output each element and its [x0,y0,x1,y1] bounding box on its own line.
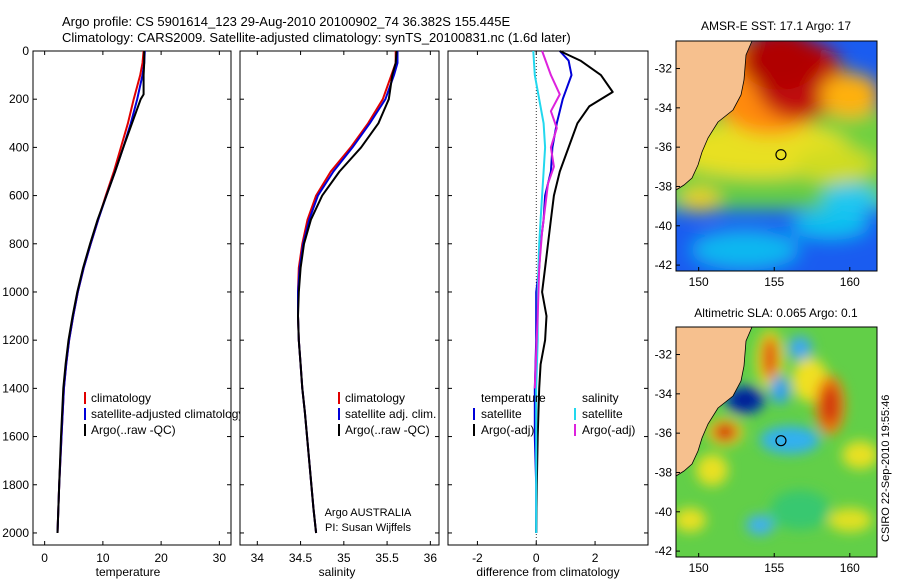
y-tick-label: 400 [9,140,29,154]
map-x-tick-label: 160 [840,275,860,289]
series-line-salinity-argo-adj- [533,50,561,389]
temperature-panel: 0 10 20 30 0 200 400 600 800 1000 1200 1400 1600 180… [2,44,244,579]
difference-panel: -2 0 2 difference from climatology tempera… [447,50,649,579]
y-tick-label: 200 [9,92,29,106]
salinity-profiles [297,50,399,534]
legend-label-argo: Argo(..raw -QC) [91,423,176,437]
sst-map: 150 155 160 -32 -34 -36 -38 -40 -42 [655,40,878,289]
y-tick-label: 1200 [2,333,29,347]
argo-position-marker [775,435,787,447]
argo-position-marker [775,149,787,161]
difference-y-ticks [448,50,648,534]
legend-label-temp-satellite: satellite [481,407,522,421]
legend-heading-salinity: salinity [582,391,619,405]
legend-label-climatology: climatology [345,391,405,405]
map-y-tick-label: -32 [655,348,673,362]
y-tick-label: 0 [22,44,29,58]
figure-title-line2: Climatology: CARS2009. Satellite-adjuste… [62,30,571,45]
x-tick-label: 30 [213,551,227,565]
depth-y-ticks: 0 200 400 600 800 1000 1200 1400 1600 1800 2000 [2,44,231,540]
y-tick-label: 1400 [2,381,29,395]
series-line-argo-raw-qc- [56,51,146,534]
sla-map-frame [675,326,878,558]
difference-legend: temperature satellite Argo(-adj) salinit… [473,391,635,437]
x-tick-label: 20 [154,551,168,565]
series-line-temperature-argo-adj- [535,50,614,534]
y-tick-label: 1800 [2,478,29,492]
difference-axes-frame [447,50,649,546]
y-tick-label: 2000 [2,526,29,540]
legend-label-satellite: satellite-adjusted climatology [91,407,244,421]
map-y-tick-label: -38 [655,179,673,193]
sla-field [676,327,877,557]
map-y-tick-label: -36 [655,426,673,440]
x-tick-label: 0 [533,551,540,565]
difference-x-ticks: -2 0 2 [472,51,599,565]
map-y-tick-label: -32 [655,62,673,76]
salinity-axes-frame [239,50,440,546]
legend-heading-temperature: temperature [481,391,546,405]
map-y-tick-label: -40 [655,505,673,519]
map-y-tick-label: -38 [655,465,673,479]
sla-map: 150 155 160 -32 -34 -36 -38 -40 -42 [655,326,878,575]
sst-map-title: AMSR-E SST: 17.1 Argo: 17 [700,19,852,33]
map-x-tick-label: 150 [689,275,709,289]
salinity-x-ticks: 34 34.5 35 35.5 36 [251,51,438,565]
series-line-argo-raw-qc- [297,50,398,534]
map-y-tick-label: -40 [655,219,673,233]
map-y-tick-label: -34 [655,101,673,115]
map-y-tick-label: -42 [655,258,673,272]
legend-label-sal-argo: Argo(-adj) [582,423,635,437]
pi-annotation: PI: Susan Wijffels [325,522,411,534]
x-tick-label: 35 [337,551,351,565]
difference-profiles [532,50,614,534]
y-tick-label: 1000 [2,285,29,299]
map-x-tick-label: 150 [689,561,709,575]
map-y-tick-label: -36 [655,140,673,154]
salinity-legend: climatology satellite adj. clim. Argo(..… [338,391,436,437]
sla-map-ticks: 150 155 160 -32 -34 -36 -38 -40 -42 [655,348,860,575]
temperature-x-ticks: 0 10 20 30 [41,51,226,565]
x-tick-label: -2 [472,551,483,565]
series-line-salinity-satellite [532,50,547,533]
map-y-tick-label: -42 [655,544,673,558]
salinity-x-label: salinity [319,565,356,579]
temperature-profiles [56,50,146,534]
y-tick-label: 600 [9,189,29,203]
sst-field [676,41,877,271]
sla-map-title: Altimetric SLA: 0.065 Argo: 0.1 [694,306,858,320]
sst-land [676,41,753,191]
temperature-x-label: temperature [96,565,161,579]
sst-map-ticks: 150 155 160 -32 -34 -36 -38 -40 -42 [655,62,860,289]
map-y-tick-label: -34 [655,387,673,401]
sst-map-frame [675,40,878,272]
operator-annotation: Argo AUSTRALIA [325,507,412,519]
legend-label-climatology: climatology [91,391,151,405]
temperature-legend: climatology satellite-adjusted climatolo… [84,391,244,437]
difference-x-label: difference from climatology [476,565,619,579]
legend-label-temp-argo: Argo(-adj) [481,423,534,437]
temperature-axes-frame [32,50,232,546]
x-tick-label: 10 [96,551,110,565]
x-tick-label: 35.5 [375,551,399,565]
map-x-tick-label: 155 [764,561,784,575]
x-tick-label: 36 [424,551,438,565]
salinity-panel: 34 34.5 35 35.5 36 salinity climatology sate… [239,50,440,579]
map-x-tick-label: 160 [840,561,860,575]
sla-land [676,327,753,477]
x-tick-label: 0 [41,551,48,565]
y-tick-label: 1600 [2,430,29,444]
salinity-y-ticks [240,50,439,534]
x-tick-label: 34.5 [289,551,313,565]
y-tick-label: 800 [9,237,29,251]
map-x-tick-label: 155 [764,275,784,289]
x-tick-label: 34 [251,551,265,565]
legend-label-argo: Argo(..raw -QC) [345,423,430,437]
figure-title-line1: Argo profile: CS 5901614_123 29-Aug-2010… [62,14,511,29]
x-tick-label: 2 [592,551,599,565]
legend-label-satellite: satellite adj. clim. [345,407,436,421]
legend-label-sal-satellite: satellite [582,407,623,421]
